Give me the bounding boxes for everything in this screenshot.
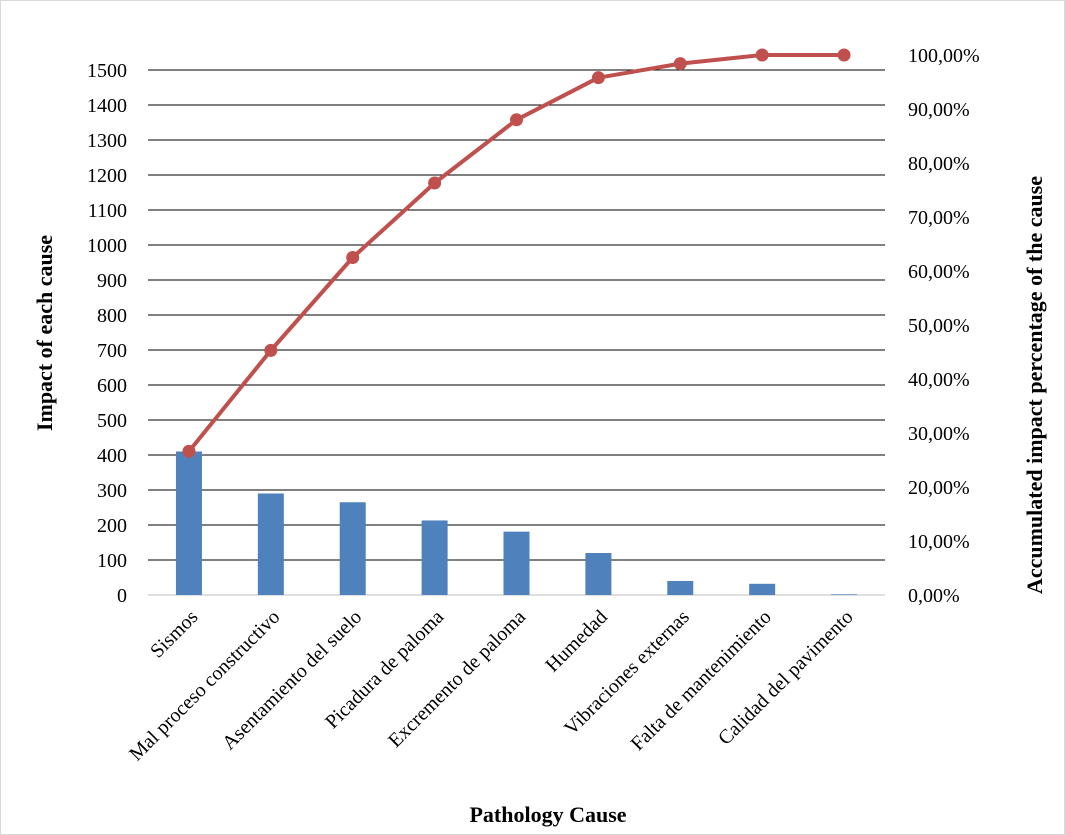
y-tick-label: 1100 <box>88 200 127 222</box>
x-tick-label: Humedad <box>541 606 612 677</box>
y-tick-label: 400 <box>97 445 127 467</box>
cumulative-line-series <box>182 48 851 458</box>
line-point-6 <box>591 71 605 85</box>
y-tick-label: 0 <box>117 585 127 607</box>
x-tick-label: Excremento de paloma <box>384 606 530 752</box>
y-tick-label: 1000 <box>87 235 127 257</box>
bar-6 <box>585 553 612 595</box>
line-point-5 <box>510 113 523 127</box>
y-tick-label: 100 <box>97 550 127 572</box>
y-tick-label: 500 <box>97 410 127 432</box>
y-tick-label: 1300 <box>87 130 127 152</box>
line-point-3 <box>346 251 360 264</box>
y2-axis-title: Accumulated impact percentage of the cau… <box>1022 176 1047 594</box>
line-point-1 <box>182 444 196 458</box>
y2-tick-label: 60,00% <box>908 261 970 283</box>
y2-tick-label: 80,00% <box>908 153 970 175</box>
y2-tick-label: 100,00% <box>908 45 980 67</box>
bar-8 <box>749 583 776 595</box>
y2-tick-label: 90,00% <box>908 99 970 121</box>
line-point-7 <box>673 57 687 71</box>
bar-5 <box>503 531 530 595</box>
bar-4 <box>421 520 448 595</box>
y2-tick-label: 40,00% <box>908 369 970 391</box>
y-tick-label: 600 <box>97 375 127 397</box>
bar-series <box>175 451 858 595</box>
x-tick-label: Asentamiento del suelo <box>218 606 366 754</box>
y-tick-label: 1500 <box>87 60 127 82</box>
y2-tick-label: 50,00% <box>908 315 970 337</box>
bar-2 <box>257 493 284 595</box>
y-tick-label: 1200 <box>87 165 127 187</box>
y-tick-label: 900 <box>97 270 127 292</box>
y-tick-label: 700 <box>97 340 127 362</box>
y2-tick-label: 30,00% <box>908 423 970 445</box>
y-tick-label: 800 <box>97 305 127 327</box>
x-tick-label: Sismos <box>146 606 203 663</box>
y2-tick-label: 0,00% <box>908 585 960 607</box>
y-tick-label: 1400 <box>87 95 127 117</box>
line-point-8 <box>755 48 769 62</box>
x-tick-label: Mal proceso constructivo <box>125 606 284 765</box>
bar-1 <box>175 451 202 595</box>
left-axis-ticks: 0 100 200 300 400 500 600 700 800 900 1000 1100 1200… <box>87 60 127 607</box>
bar-9 <box>831 594 858 595</box>
bar-3 <box>339 502 366 595</box>
line-point-4 <box>428 176 442 190</box>
bar-7 <box>667 581 694 595</box>
right-axis-ticks: 0,00% 10,00% 20,00% 30,00% 40,00% 50,00% 60,00… <box>908 45 980 607</box>
x-tick-label: Falta de mantenimiento <box>627 606 776 755</box>
y-axis-title: Impact of each cause <box>32 235 57 431</box>
y2-tick-label: 20,00% <box>908 477 970 499</box>
y-tick-label: 200 <box>97 515 127 537</box>
line-point-9 <box>837 48 851 62</box>
x-axis-title: Pathology Cause <box>469 802 626 827</box>
y-tick-label: 300 <box>97 480 127 502</box>
x-tick-label: Calidad del pavimento <box>714 606 858 750</box>
y2-tick-label: 10,00% <box>908 531 970 553</box>
y2-tick-label: 70,00% <box>908 207 970 229</box>
line-point-2 <box>264 343 278 357</box>
